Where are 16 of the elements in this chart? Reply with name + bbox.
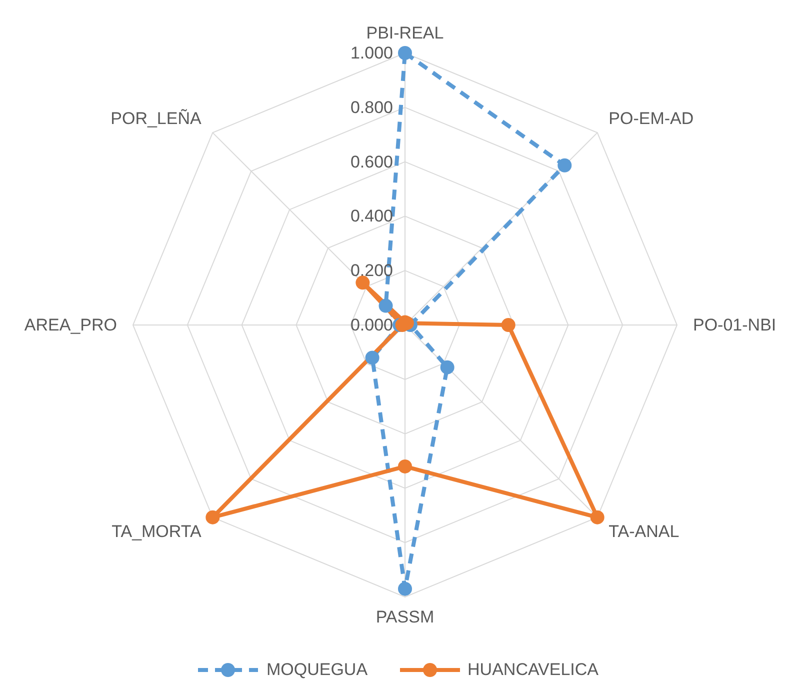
spoke-label: TA-ANAL xyxy=(608,522,680,541)
spoke-label: PO-EM-AD xyxy=(608,109,694,128)
legend-label: HUANCAVELICA xyxy=(468,660,599,680)
y-tick-label: 0.000 xyxy=(350,316,393,334)
spoke-label: TA_MORTA xyxy=(112,522,202,541)
y-tick-label: 0.800 xyxy=(350,98,393,117)
spoke-label: POR_LEÑA xyxy=(110,109,202,128)
spoke-label: PO-01-NBI xyxy=(693,316,776,334)
spoke-label: PASSM xyxy=(376,608,434,626)
y-tick-label: 0.400 xyxy=(350,206,393,226)
y-tick-label: 0.200 xyxy=(350,261,393,280)
spoke-label: AREA_PRO xyxy=(24,316,117,334)
legend-label: MOQUEGUA xyxy=(266,660,368,680)
y-tick-label: 1.000 xyxy=(350,44,393,62)
spoke-label: PBI-REAL xyxy=(366,24,444,42)
y-tick-label: 0.600 xyxy=(350,152,393,172)
